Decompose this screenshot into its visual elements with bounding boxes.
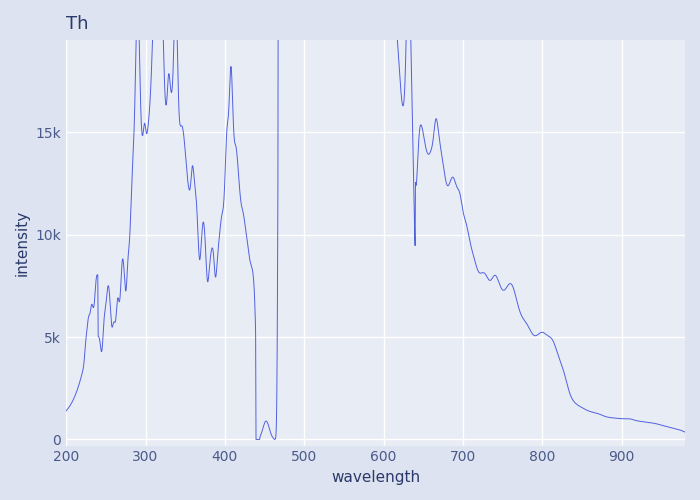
Y-axis label: intensity: intensity: [15, 210, 30, 276]
X-axis label: wavelength: wavelength: [331, 470, 420, 485]
Text: Th: Th: [66, 15, 89, 33]
